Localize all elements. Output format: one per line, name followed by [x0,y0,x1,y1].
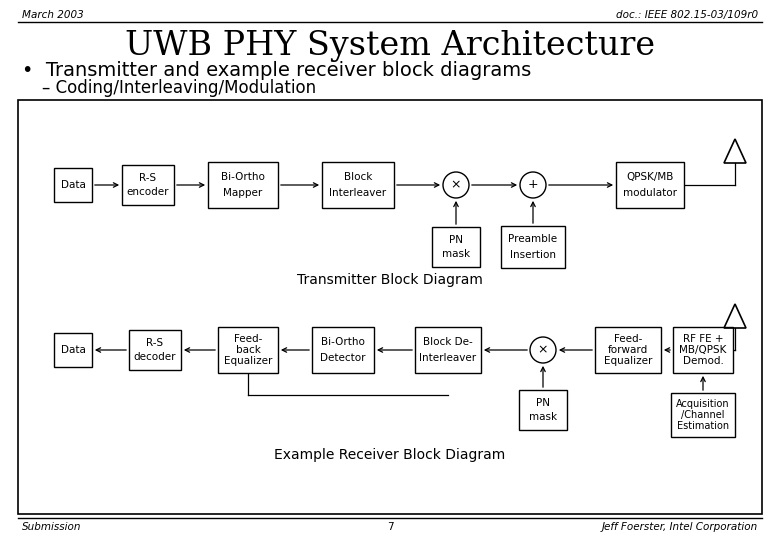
Text: Demod.: Demod. [682,356,723,366]
Bar [501,226,565,268]
Text: Insertion: Insertion [510,249,556,260]
Text: back: back [236,345,261,355]
Bar [322,162,394,208]
Text: Transmitter Block Diagram: Transmitter Block Diagram [297,273,483,287]
Text: Preamble: Preamble [509,234,558,245]
Text: Acquisition: Acquisition [676,400,730,409]
Text: – Coding/Interleaving/Modulation: – Coding/Interleaving/Modulation [42,79,316,97]
Text: Detector: Detector [321,353,366,363]
Text: Feed-: Feed- [234,334,262,344]
Bar [54,333,92,367]
Text: PN: PN [536,398,550,408]
Bar [673,327,733,373]
Bar [671,393,735,437]
Text: mask: mask [529,412,557,422]
Circle shape [520,172,546,198]
Text: Bi-Ortho: Bi-Ortho [221,172,265,182]
Text: Block De-: Block De- [423,337,473,347]
Text: mask: mask [442,249,470,259]
Bar [415,327,481,373]
Text: Bi-Ortho: Bi-Ortho [321,337,365,347]
Text: 7: 7 [387,522,393,532]
Text: Mapper: Mapper [223,188,263,198]
Bar [432,227,480,267]
Text: R-S: R-S [140,173,157,183]
Circle shape [530,337,556,363]
Text: R-S: R-S [147,338,164,348]
Text: Data: Data [61,180,86,190]
Bar [208,162,278,208]
Text: Interleaver: Interleaver [420,353,477,363]
Text: modulator: modulator [623,188,677,198]
Bar [595,327,661,373]
Text: Estimation: Estimation [677,421,729,430]
Text: UWB PHY System Architecture: UWB PHY System Architecture [125,30,655,62]
Text: encoder: encoder [126,187,169,197]
Bar [616,162,684,208]
Text: decoder: decoder [133,352,176,362]
Circle shape [443,172,469,198]
Bar [54,168,92,202]
Text: MB/QPSK: MB/QPSK [679,345,727,355]
Text: Block: Block [344,172,372,182]
Text: PN: PN [449,235,463,245]
Text: Example Receiver Block Diagram: Example Receiver Block Diagram [275,448,505,462]
Text: ×: × [451,179,461,192]
Text: +: + [528,179,538,192]
Bar [122,165,174,205]
Text: forward: forward [608,345,648,355]
Text: •  Transmitter and example receiver block diagrams: • Transmitter and example receiver block… [22,61,531,80]
Bar [218,327,278,373]
Text: doc.: IEEE 802.15-03/109r0: doc.: IEEE 802.15-03/109r0 [616,10,758,20]
Bar [519,390,567,430]
Text: ×: × [537,343,548,356]
Text: Data: Data [61,345,86,355]
Text: Interleaver: Interleaver [329,188,387,198]
Text: March 2003: March 2003 [22,10,83,20]
Text: Feed-: Feed- [614,334,642,344]
Text: Jeff Foerster, Intel Corporation: Jeff Foerster, Intel Corporation [601,522,758,532]
Bar [129,330,181,370]
Text: Equalizer: Equalizer [224,356,272,366]
Text: Equalizer: Equalizer [604,356,652,366]
Text: RF FE +: RF FE + [682,334,723,344]
Text: Submission: Submission [22,522,81,532]
Bar [18,100,762,514]
Text: QPSK/MB: QPSK/MB [626,172,674,182]
Bar [312,327,374,373]
Text: /Channel: /Channel [681,410,725,420]
